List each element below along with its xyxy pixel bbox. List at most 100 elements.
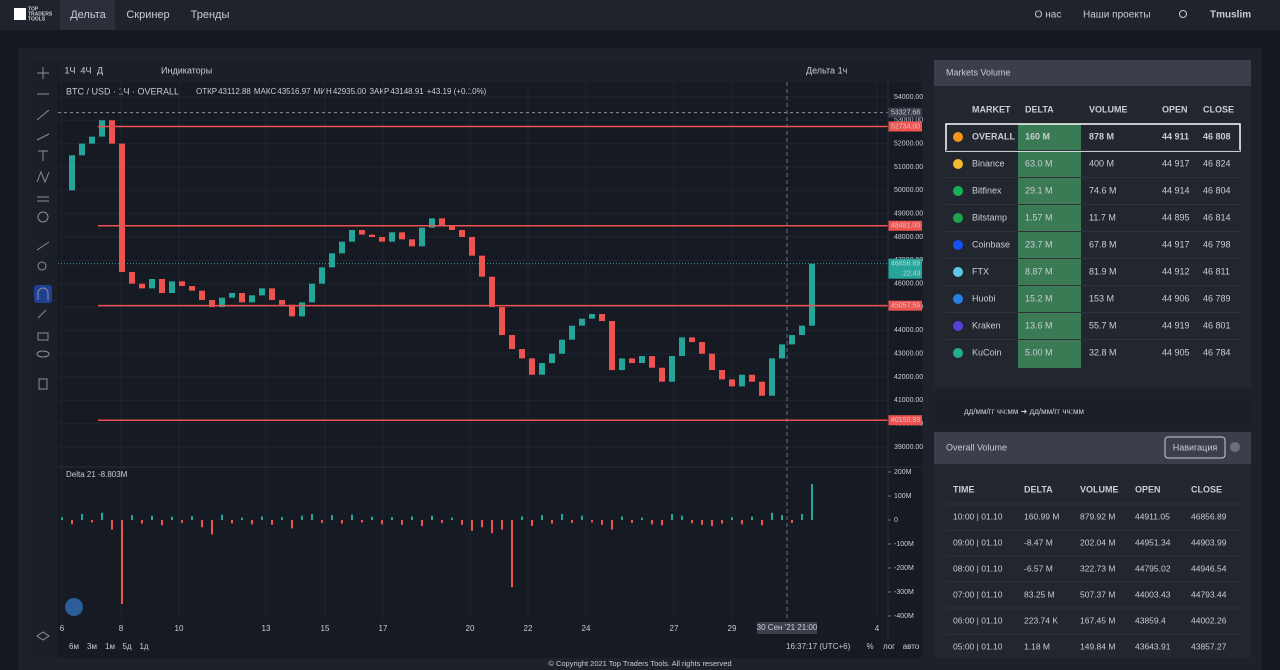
exchange-icon xyxy=(953,321,963,331)
candle xyxy=(739,374,745,387)
x-tick-label: 10 xyxy=(175,624,184,633)
candle xyxy=(369,234,375,238)
date-range[interactable]: дд/мм/гг чч:мм ➜ дд/мм/гг чч:мм xyxy=(964,407,1084,416)
x-tick-label: 4 xyxy=(875,624,880,633)
range[interactable]: 1д xyxy=(139,642,148,651)
delta-bar xyxy=(681,515,683,521)
cell: 878 M xyxy=(1089,131,1114,141)
x-tick-label: 20 xyxy=(466,624,475,633)
delta-bar xyxy=(211,520,213,535)
cell: 149.84 M xyxy=(1080,641,1115,651)
delta-bar xyxy=(251,520,253,525)
candle xyxy=(179,281,185,287)
ohlc-value: 42935.00 xyxy=(333,87,367,96)
delta-bar xyxy=(761,520,763,526)
range[interactable]: 1м xyxy=(105,642,115,651)
candle xyxy=(419,227,425,247)
delta-bar xyxy=(671,514,673,521)
nav-tab[interactable]: Дельта xyxy=(70,9,106,21)
scale-option[interactable]: % xyxy=(866,642,873,651)
candle xyxy=(359,229,365,235)
cell: -8.47 M xyxy=(1024,537,1053,547)
candle xyxy=(429,218,435,228)
exchange-icon xyxy=(953,213,963,223)
y-tick-label: 41000.00 xyxy=(894,397,923,404)
symbol: BTC / USD · 1Ч · OVERALL xyxy=(66,86,179,96)
cell: 43859.4 xyxy=(1135,615,1166,625)
nav-tab[interactable]: Тренды xyxy=(191,9,230,21)
range[interactable]: 5д xyxy=(122,642,131,651)
cell: 223.74 K xyxy=(1024,615,1058,625)
candle xyxy=(399,232,405,240)
nav-button[interactable] xyxy=(1164,436,1226,459)
delta-bar xyxy=(791,520,793,523)
level-label: 48481.00 xyxy=(891,223,920,230)
user-name[interactable]: Tmuslim xyxy=(1210,10,1251,21)
clock: 16:37:17 (UTC+6) xyxy=(786,642,851,651)
delta-bar xyxy=(301,515,303,521)
candle xyxy=(619,358,625,371)
cell: 23.7 M xyxy=(1025,239,1053,249)
x-tick-label: 29 xyxy=(728,624,737,633)
col-header: CLOSE xyxy=(1203,104,1234,114)
range[interactable]: 3м xyxy=(87,642,97,651)
candle xyxy=(389,232,395,242)
timeframe[interactable]: Д xyxy=(97,65,103,75)
delta-bar xyxy=(641,517,643,521)
crosshair-label: 30 Сен '21 21:00 xyxy=(757,623,818,632)
indicators[interactable]: Индикаторы xyxy=(161,65,212,75)
candle xyxy=(589,314,595,319)
logo-button[interactable] xyxy=(65,598,83,616)
delta-bar xyxy=(371,516,373,521)
delta-tick-label: -200M xyxy=(894,565,914,572)
delta-bar xyxy=(181,520,183,523)
theme-icon[interactable] xyxy=(1179,10,1187,18)
ohlc-value: 43148.91 xyxy=(390,87,424,96)
delta-bar xyxy=(811,484,813,521)
delta-bar xyxy=(801,514,803,521)
range[interactable]: 6м xyxy=(69,642,79,651)
button-label[interactable]: Навигация xyxy=(1173,442,1218,452)
cell: 44903.99 xyxy=(1191,537,1227,547)
cell: 400 M xyxy=(1089,158,1114,168)
cell: OVERALL xyxy=(972,131,1016,141)
cell: 160.99 M xyxy=(1024,511,1059,521)
date-input[interactable] xyxy=(934,401,1251,423)
col-header: OPEN xyxy=(1135,484,1161,494)
col-header: VOLUME xyxy=(1089,104,1128,114)
delta-bar xyxy=(471,520,473,531)
candle xyxy=(159,279,165,294)
delta-select[interactable]: Дельта 1ч xyxy=(806,65,848,75)
candle xyxy=(169,281,175,294)
timeframe[interactable]: 1Ч xyxy=(64,65,75,75)
timeframe[interactable]: 4Ч xyxy=(80,65,91,75)
delta-tick-label: -100M xyxy=(894,541,914,548)
candle xyxy=(319,267,325,284)
nav-link[interactable]: Наши проекты xyxy=(1083,10,1151,21)
help-icon xyxy=(1230,442,1240,452)
exchange-icon xyxy=(953,348,963,358)
scale-option[interactable]: авто xyxy=(903,642,920,651)
nav-link[interactable]: О нас xyxy=(1035,10,1062,21)
scale-option[interactable]: лог xyxy=(883,642,895,651)
cell: 44 919 xyxy=(1162,320,1190,330)
cell: Kraken xyxy=(972,320,1001,330)
cell: 44951.34 xyxy=(1135,537,1171,547)
exchange-icon xyxy=(953,186,963,196)
crosshair-tag xyxy=(757,622,817,634)
markets-panel xyxy=(934,60,1251,388)
y-tick-label: 52000.00 xyxy=(894,140,923,147)
candle xyxy=(809,263,815,326)
ohlc-value: 43112.88 xyxy=(218,87,251,96)
cell: 44 917 xyxy=(1162,158,1190,168)
cell: 11.7 M xyxy=(1089,212,1116,222)
nav-tab[interactable]: Скринер xyxy=(126,9,169,21)
delta-bar xyxy=(591,520,593,523)
candle xyxy=(649,356,655,368)
candle xyxy=(339,241,345,254)
chart-panel xyxy=(30,60,922,658)
cell: 46 798 xyxy=(1203,239,1231,249)
candle xyxy=(89,136,95,144)
candle xyxy=(409,239,415,247)
high-tag xyxy=(888,107,922,118)
